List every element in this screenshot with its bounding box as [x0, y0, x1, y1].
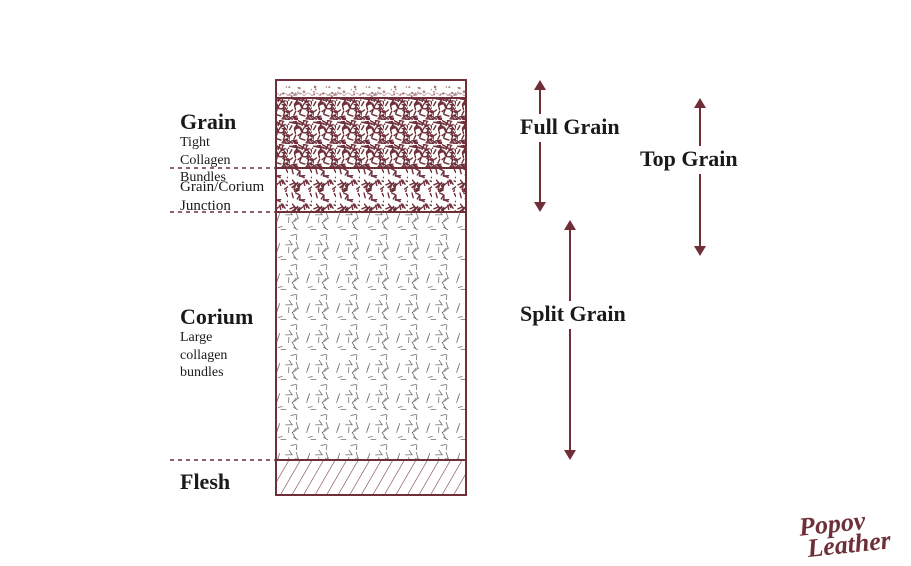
corium-subtitle: Large collagen bundles — [180, 329, 227, 382]
flesh-label: Flesh — [180, 470, 230, 494]
brand-logo: Popov Leather — [798, 507, 892, 560]
full-grain-label: Full Grain — [520, 115, 620, 139]
split-grain-label: Split Grain — [520, 302, 626, 326]
diagram-canvas: Grain Tight Collagen Bundles Grain/Coriu… — [0, 0, 911, 566]
grain-title: Grain — [180, 110, 236, 134]
top-grain-label: Top Grain — [640, 147, 738, 171]
corium-title: Corium — [180, 305, 253, 329]
diagram-svg — [0, 0, 911, 566]
junction-label: Grain/Corium Junction — [180, 178, 264, 216]
